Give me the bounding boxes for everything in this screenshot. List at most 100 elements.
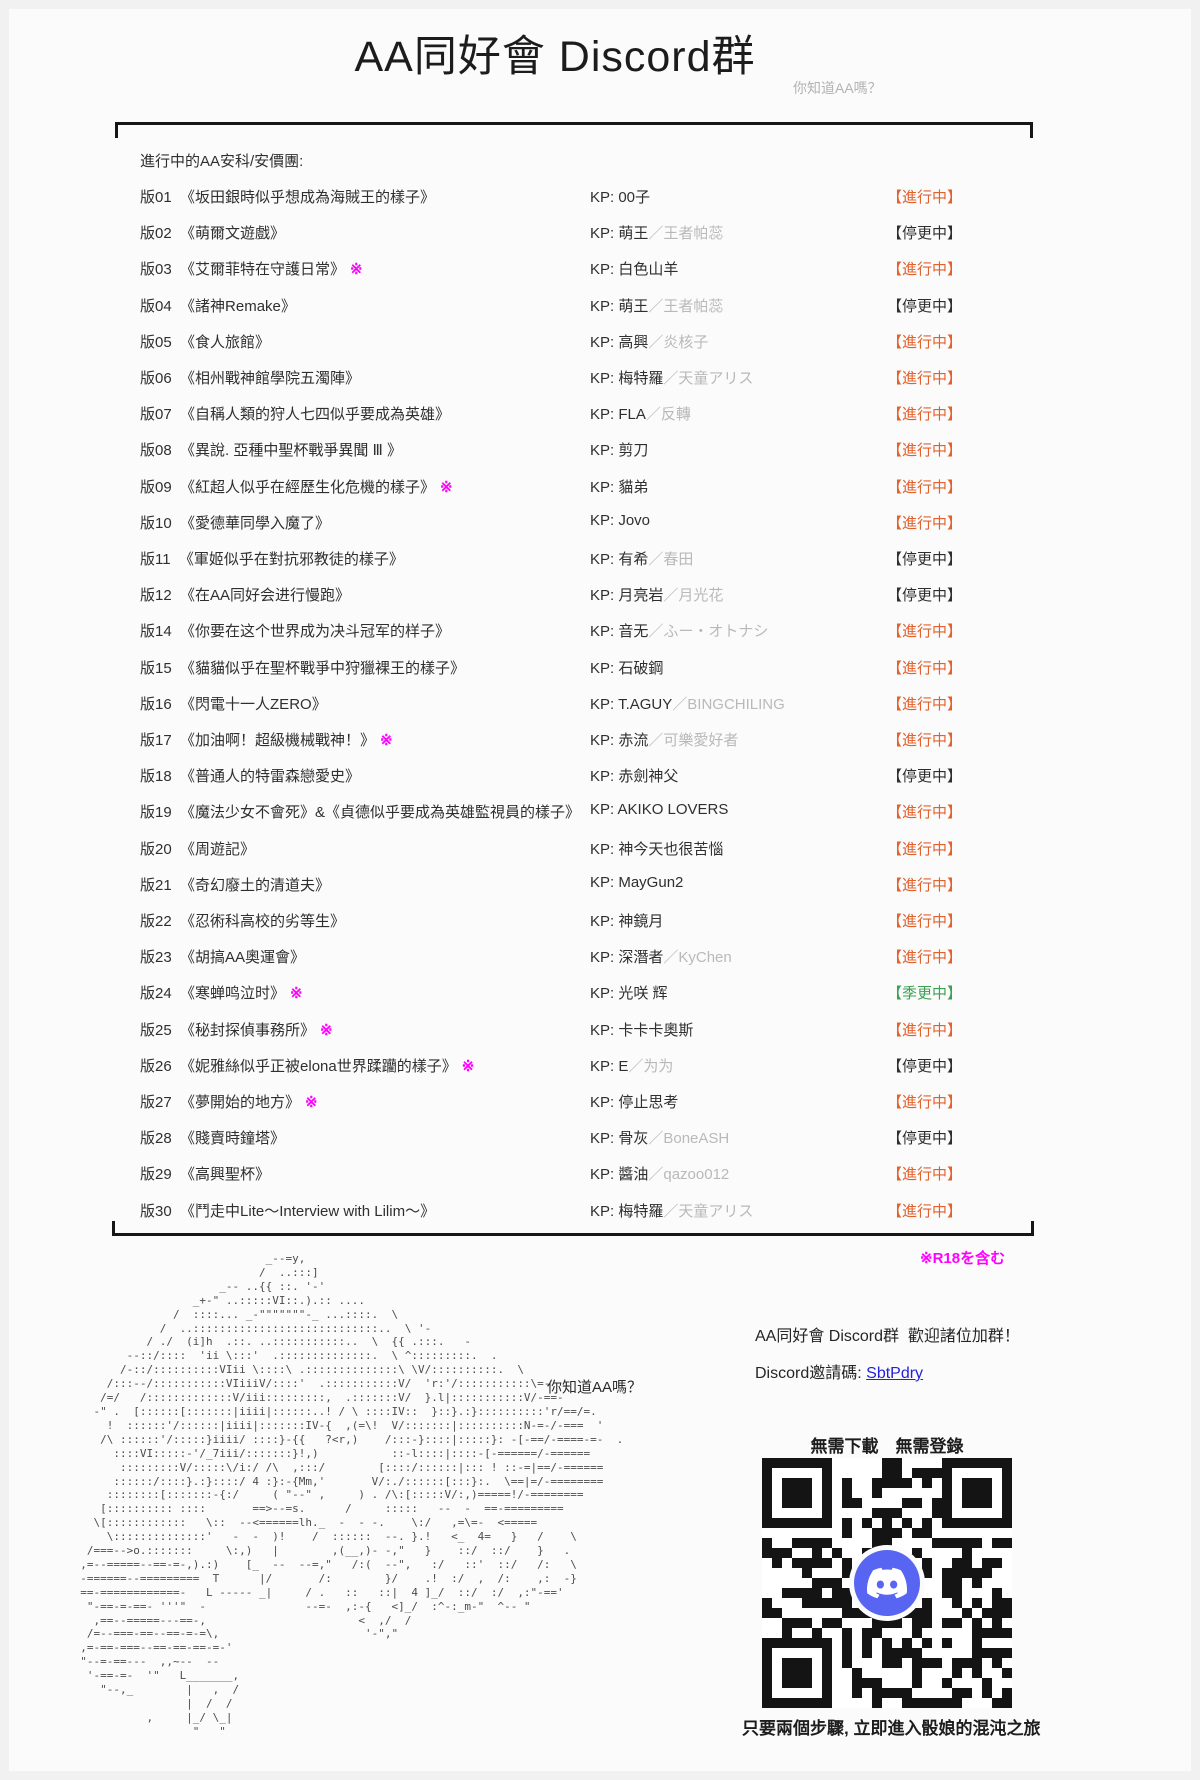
series-title: 版17 《加油啊！超級機械戰神！》 ※: [140, 732, 393, 749]
series-kp: KP: 赤劍神父: [590, 768, 679, 786]
series-kp-secondary: ／春田: [648, 551, 694, 568]
series-row: 版22 《忍術科高校的劣等生》 KP: 神鏡月 【進行中】: [0, 910, 1200, 932]
series-kp: KP: 月亮岩／月光花: [590, 587, 724, 605]
status-badge: 【進行中】: [887, 913, 963, 930]
status-badge: 【進行中】: [887, 478, 963, 496]
series-title: 版23 《胡搞AA奧運會》: [140, 949, 306, 967]
series-row: 版25 《秘封探偵事務所》 ※ KP: 卡卡卡奧斯 【進行中】: [0, 1019, 1200, 1041]
r18-mark: ※: [380, 732, 393, 749]
series-kp: KP: 石破鋼: [590, 659, 664, 677]
status-badge: 【進行中】: [887, 333, 963, 351]
qr-caption-bottom: 只要兩個步驟, 立即進入骰娘的混沌之旅: [742, 1719, 1041, 1738]
series-kp: KP: 醬油／qazoo012: [590, 1166, 730, 1184]
series-title: 版30 《鬥走中Lite～Interview with Lilim～》: [140, 1202, 436, 1220]
series-kp-secondary: ／KyChen: [663, 949, 732, 967]
series-title: 版22 《忍術科高校的劣等生》: [140, 913, 346, 930]
r18-mark: ※: [320, 1021, 333, 1039]
series-title: 版24 《寒蝉鸣泣时》 ※: [140, 985, 303, 1003]
series-row: 版01 《坂田銀時似乎想成為海賊王的樣子》 KP: 00子 【進行中】: [0, 186, 1200, 208]
series-title: 版05 《食人旅館》: [140, 333, 271, 351]
series-title: 版01 《坂田銀時似乎想成為海賊王的樣子》: [140, 189, 436, 206]
invite-label: Discord邀請碼:: [755, 1365, 867, 1382]
series-kp: KP: 停止思考: [590, 1094, 679, 1111]
series-kp: KP: 赤流／可樂愛好者: [590, 732, 739, 749]
series-kp-secondary: ／天童アリス: [663, 1202, 754, 1220]
list-heading: 進行中的AA安科/安價團:: [140, 153, 304, 170]
series-row: 版15 《貓貓似乎在聖杯戰爭中狩獵裸王的樣子》 KP: 石破鋼 【進行中】: [0, 657, 1200, 679]
series-row: 版26 《妮雅絲似乎正被elona世界蹂躪的樣子》 ※ KP: E／为为 【停更中】: [0, 1055, 1200, 1077]
series-kp: KP: T.AGUY／BINGCHILING: [590, 695, 785, 713]
series-kp-secondary: ／可樂愛好者: [648, 732, 739, 749]
invite-code-link[interactable]: SbtPdry: [866, 1365, 924, 1382]
qr-caption-top: 無需下載 無需登錄: [810, 1437, 964, 1456]
series-kp: KP: AKIKO LOVERS: [590, 801, 729, 819]
series-title: 版07 《自稱人類的狩人七四似乎要成為英雄》: [140, 406, 451, 424]
series-row: 版27 《夢開始的地方》 ※ KP: 停止思考 【進行中】: [0, 1091, 1200, 1113]
status-badge: 【進行中】: [887, 1021, 963, 1039]
series-row: 版19 《魔法少女不會死》&《貞德似乎要成為英雄監視員的樣子》 KP: AKIKO…: [0, 801, 1200, 823]
status-badge: 【停更中】: [887, 551, 963, 568]
status-badge: 【進行中】: [887, 949, 963, 967]
series-kp-secondary: ／BINGCHILING: [672, 695, 785, 713]
series-row: 版23 《胡搞AA奧運會》 KP: 深潛者／KyChen 【進行中】: [0, 946, 1200, 968]
series-kp-secondary: ／反轉: [645, 406, 691, 424]
series-kp: KP: 貓弟: [590, 478, 649, 496]
status-badge: 【進行中】: [887, 370, 963, 387]
status-badge: 【進行中】: [887, 732, 963, 749]
series-title: 版26 《妮雅絲似乎正被elona世界蹂躪的樣子》 ※: [140, 1057, 475, 1075]
series-kp: KP: MayGun2: [590, 873, 684, 891]
series-title: 版11 《軍姬似乎在對抗邪教徒的樣子》: [140, 551, 404, 568]
status-badge: 【進行中】: [887, 876, 963, 894]
series-kp: KP: 有希／春田: [590, 551, 694, 568]
series-kp: KP: 神今天也很苦惱: [590, 840, 724, 858]
list-frame-top-bracket: [115, 122, 1033, 138]
series-kp: KP: E／为为: [590, 1057, 674, 1075]
status-badge: 【進行中】: [887, 695, 963, 713]
status-badge: 【停更中】: [887, 225, 963, 243]
series-title: 版09 《紅超人似乎在經歷生化危機的樣子》 ※: [140, 478, 453, 496]
r18-footnote: ※R18を含む: [920, 1250, 1006, 1267]
series-row: 版30 《鬥走中Lite～Interview with Lilim～》 KP: 梅…: [0, 1200, 1200, 1222]
series-title: 版08 《異說. 亞種中聖杯戰爭異聞 Ⅲ 》: [140, 442, 403, 460]
series-row: 版04 《諸神Remake》 KP: 萌王／王者帕蕊 【停更中】: [0, 295, 1200, 317]
series-row: 版10 《愛德華同學入魔了》 KP: Jovo 【進行中】: [0, 512, 1200, 534]
status-badge: 【進行中】: [887, 261, 963, 279]
series-kp-secondary: ／BoneASH: [648, 1130, 730, 1148]
series-title: 版18 《普通人的特雷森戀愛史》: [140, 768, 361, 786]
series-kp: KP: 梅特羅／天童アリス: [590, 370, 754, 387]
series-kp-secondary: ／王者帕蕊: [648, 297, 724, 315]
series-row: 版09 《紅超人似乎在經歷生化危機的樣子》 ※ KP: 貓弟 【進行中】: [0, 476, 1200, 498]
series-row: 版06 《相州戰神館學院五濁陣》 KP: 梅特羅／天童アリス 【進行中】: [0, 367, 1200, 389]
discord-logo-icon: [854, 1550, 920, 1616]
series-title: 版14 《你要在这个世界成为决斗冠军的样子》: [140, 623, 451, 641]
series-row: 版20 《周遊記》 KP: 神今天也很苦惱 【進行中】: [0, 838, 1200, 860]
status-badge: 【進行中】: [887, 623, 963, 641]
list-frame-bottom-bracket: [112, 1221, 1034, 1236]
series-kp: KP: 白色山羊: [590, 261, 679, 279]
series-kp: KP: 00子: [590, 189, 651, 206]
series-kp-secondary: ／炎核子: [648, 333, 709, 351]
page-title: AA同好會 Discord群: [354, 33, 756, 81]
series-kp: KP: 萌王／王者帕蕊: [590, 297, 724, 315]
series-kp-secondary: ／为为: [628, 1057, 674, 1075]
series-row: 版17 《加油啊！超級機械戰神！》 ※ KP: 赤流／可樂愛好者 【進行中】: [0, 729, 1200, 751]
status-badge: 【進行中】: [887, 514, 963, 532]
r18-mark: ※: [305, 1094, 318, 1111]
invite-line: Discord邀請碼: SbtPdry: [755, 1359, 923, 1383]
series-title: 版25 《秘封探偵事務所》 ※: [140, 1021, 333, 1039]
series-row: 版02 《萌爾文遊戲》 KP: 萌王／王者帕蕊 【停更中】: [0, 222, 1200, 244]
series-title: 版10 《愛德華同學入魔了》: [140, 514, 331, 532]
series-title: 版19 《魔法少女不會死》&《貞德似乎要成為英雄監視員的樣子》: [140, 804, 581, 822]
series-kp: KP: 卡卡卡奧斯: [590, 1021, 694, 1039]
status-badge: 【進行中】: [887, 1094, 963, 1111]
series-kp-secondary: ／qazoo012: [648, 1166, 730, 1184]
series-kp-secondary: ／王者帕蕊: [648, 225, 724, 243]
series-row: 版08 《異說. 亞種中聖杯戰爭異聞 Ⅲ 》 KP: 剪刀 【進行中】: [0, 439, 1200, 461]
series-kp: KP: 梅特羅／天童アリス: [590, 1202, 754, 1220]
r18-mark: ※: [440, 478, 453, 496]
series-kp: KP: FLA／反轉: [590, 406, 691, 424]
status-badge: 【進行中】: [887, 442, 963, 460]
series-title: 版15 《貓貓似乎在聖杯戰爭中狩獵裸王的樣子》: [140, 659, 466, 677]
series-title: 版06 《相州戰神館學院五濁陣》: [140, 370, 361, 387]
status-badge: 【進行中】: [887, 840, 963, 858]
